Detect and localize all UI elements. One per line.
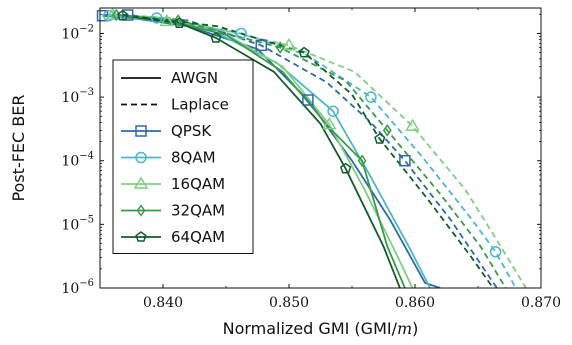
legend-label: Laplace (171, 96, 229, 114)
marker-16qam (281, 37, 297, 51)
legend-label: AWGN (171, 69, 218, 87)
marker-32qam (357, 154, 367, 168)
legend-label: 64QAM (171, 228, 225, 246)
x-axis-ticks: 0.840 0.850 0.860 0.870 (99, 8, 561, 311)
legend-label: QPSK (171, 122, 212, 140)
y-axis-ticks: 10−2 10−3 10−4 10−5 10−6 (61, 13, 541, 297)
x-axis-title-var: m (397, 319, 412, 338)
y-tick-label: 10−3 (61, 87, 94, 106)
legend-label: 16QAM (171, 175, 225, 193)
series-line-qpsk-awgn (102, 14, 441, 288)
marker-qpsk (255, 39, 268, 52)
x-axis-title: Normalized GMI (GMI/m) (223, 319, 419, 338)
marker-64qam (117, 9, 129, 21)
marker-16qam (159, 13, 175, 27)
marker-64qam (173, 17, 185, 28)
legend-marker-8qam (135, 151, 147, 164)
legend: AWGN Laplace QPSK 8QAM 16QAM 32QAM 64QAM (112, 59, 254, 254)
series-line-64qam-awgn (122, 14, 401, 288)
marker-64qam (298, 46, 310, 58)
legend-marker-16qam (133, 176, 149, 189)
legend-label: 8QAM (171, 149, 216, 167)
legend-label: 32QAM (171, 202, 225, 220)
x-axis-title-close: ) (412, 319, 418, 338)
marker-16qam (105, 7, 120, 20)
marker-64qam (374, 132, 386, 144)
marker-qpsk (399, 154, 411, 167)
marker-8qam (150, 12, 163, 24)
x-tick-label: 0.840 (143, 295, 183, 311)
marker-qpsk (302, 94, 314, 106)
marker-64qam (210, 31, 222, 43)
marker-8qam (365, 91, 377, 103)
x-axis-title-text: Normalized GMI (GMI/ (223, 319, 398, 338)
plot-frame (99, 7, 542, 289)
marker-16qam (405, 118, 420, 131)
marker-16qam (321, 117, 337, 130)
y-axis-title: Post-FEC BER (9, 94, 28, 201)
marker-32qam (275, 41, 285, 54)
series-line-32qam-laplace (118, 14, 507, 288)
marker-32qam (382, 124, 392, 137)
x-tick-label: 0.870 (521, 295, 561, 311)
y-tick-label: 10−4 (61, 151, 94, 170)
marker-64qam (340, 162, 352, 174)
marker-8qam (489, 246, 502, 258)
plot-markers (96, 7, 502, 258)
marker-qpsk (121, 9, 134, 21)
x-tick-label: 0.850 (269, 295, 309, 311)
marker-qpsk (96, 9, 109, 22)
legend-marker-qpsk (135, 125, 147, 137)
series-line-64qam-laplace (122, 14, 494, 288)
legend-marker-64qam (135, 231, 147, 242)
legend-marker-32qam (136, 204, 146, 217)
marker-8qam (327, 105, 339, 117)
y-tick-label: 10−5 (61, 214, 94, 233)
y-tick-label: 10−6 (61, 278, 94, 297)
x-tick-label: 0.860 (395, 295, 435, 311)
y-tick-label: 10−2 (61, 23, 94, 42)
marker-8qam (235, 27, 247, 40)
